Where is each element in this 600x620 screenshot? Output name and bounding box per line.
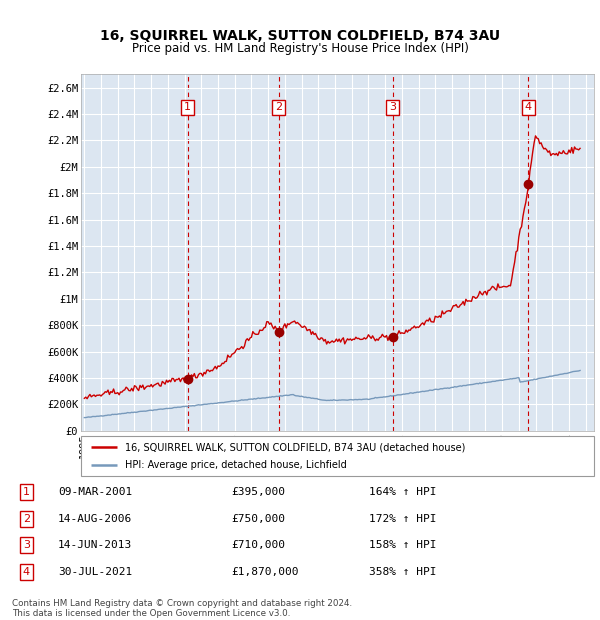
Text: HPI: Average price, detached house, Lichfield: HPI: Average price, detached house, Lich… bbox=[125, 460, 346, 470]
Text: 164% ↑ HPI: 164% ↑ HPI bbox=[369, 487, 437, 497]
Text: 158% ↑ HPI: 158% ↑ HPI bbox=[369, 540, 437, 551]
Text: Price paid vs. HM Land Registry's House Price Index (HPI): Price paid vs. HM Land Registry's House … bbox=[131, 42, 469, 55]
Text: £1,870,000: £1,870,000 bbox=[231, 567, 298, 577]
Text: 4: 4 bbox=[23, 567, 30, 577]
Text: 16, SQUIRREL WALK, SUTTON COLDFIELD, B74 3AU (detached house): 16, SQUIRREL WALK, SUTTON COLDFIELD, B74… bbox=[125, 442, 465, 452]
Text: 3: 3 bbox=[389, 102, 396, 112]
Text: £395,000: £395,000 bbox=[231, 487, 285, 497]
Text: 14-JUN-2013: 14-JUN-2013 bbox=[58, 540, 133, 551]
Text: 1: 1 bbox=[184, 102, 191, 112]
Text: 1: 1 bbox=[23, 487, 30, 497]
Text: £710,000: £710,000 bbox=[231, 540, 285, 551]
Text: 16, SQUIRREL WALK, SUTTON COLDFIELD, B74 3AU: 16, SQUIRREL WALK, SUTTON COLDFIELD, B74… bbox=[100, 29, 500, 43]
Text: 172% ↑ HPI: 172% ↑ HPI bbox=[369, 513, 437, 524]
Text: 2: 2 bbox=[23, 513, 30, 524]
Text: 3: 3 bbox=[23, 540, 30, 551]
Text: 30-JUL-2021: 30-JUL-2021 bbox=[58, 567, 133, 577]
FancyBboxPatch shape bbox=[81, 436, 594, 476]
Text: £750,000: £750,000 bbox=[231, 513, 285, 524]
Text: Contains HM Land Registry data © Crown copyright and database right 2024.
This d: Contains HM Land Registry data © Crown c… bbox=[12, 599, 352, 618]
Text: 14-AUG-2006: 14-AUG-2006 bbox=[58, 513, 133, 524]
Text: 4: 4 bbox=[525, 102, 532, 112]
Text: 2: 2 bbox=[275, 102, 282, 112]
Text: 358% ↑ HPI: 358% ↑ HPI bbox=[369, 567, 437, 577]
Text: 09-MAR-2001: 09-MAR-2001 bbox=[58, 487, 133, 497]
